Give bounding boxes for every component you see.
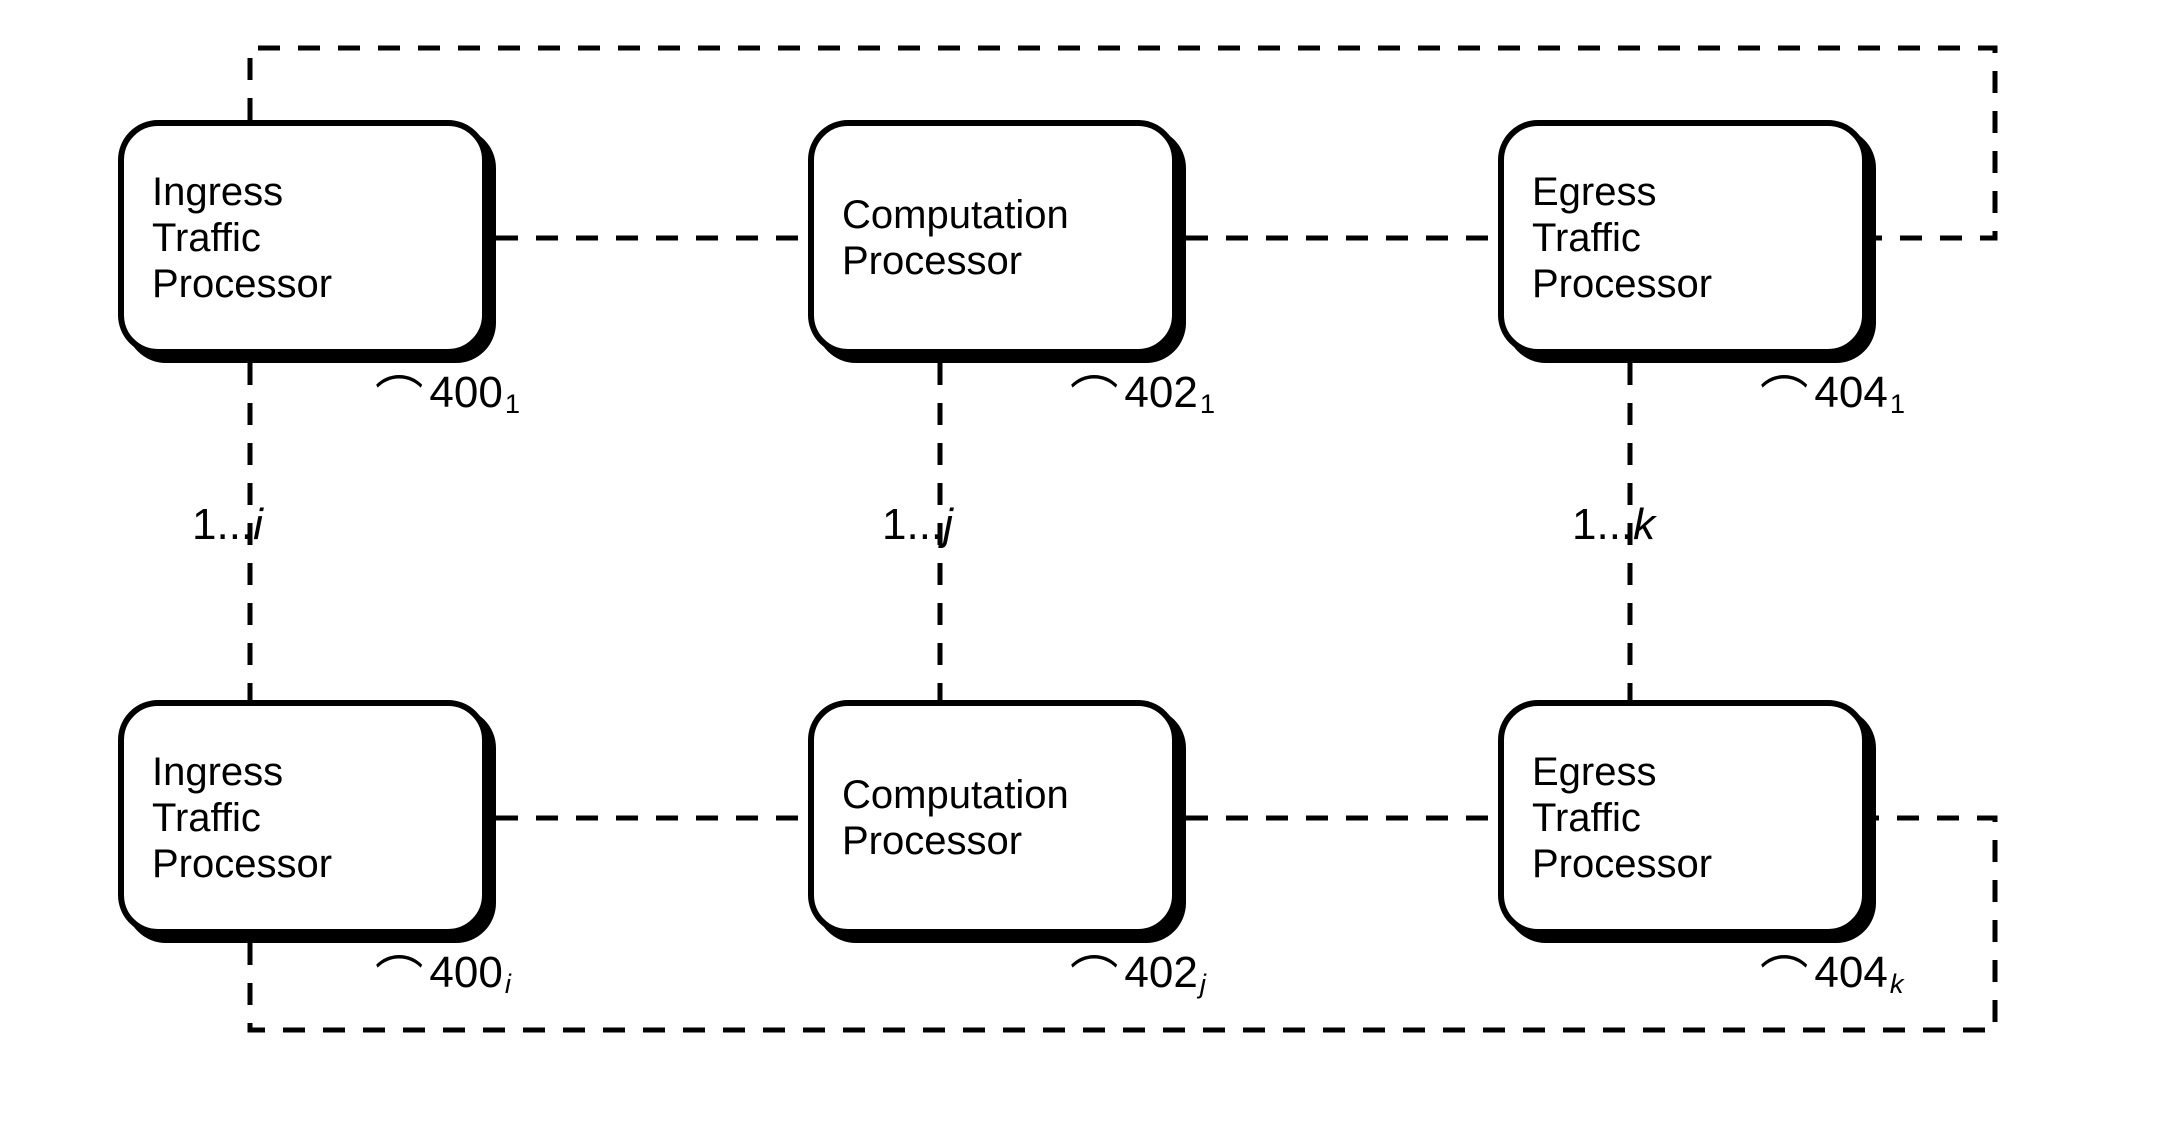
ref-base: 400 xyxy=(429,948,502,998)
range-prefix: 1... xyxy=(192,500,253,550)
range-var: i xyxy=(253,500,263,550)
node-line: Traffic xyxy=(152,795,454,841)
reference-label-402-1: ⌒ 4021 xyxy=(1070,368,1215,438)
range-var: j xyxy=(943,500,953,550)
ingress-processor-node-1: Ingress Traffic Processor xyxy=(118,120,488,355)
lead-line-icon: ⌒ xyxy=(375,360,423,430)
range-prefix: 1... xyxy=(1572,500,1633,550)
range-label-j: 1...j xyxy=(882,500,953,550)
ref-sub: j xyxy=(1200,968,1206,1000)
ref-base: 400 xyxy=(429,368,502,418)
ref-sub: 1 xyxy=(1200,388,1215,420)
range-label-k: 1...k xyxy=(1572,500,1655,550)
node-line: Processor xyxy=(842,818,1144,864)
node-line: Computation xyxy=(842,772,1144,818)
node-line: Ingress xyxy=(152,749,454,795)
reference-label-400-i: ⌒ 400i xyxy=(375,948,511,1018)
node-line: Processor xyxy=(1532,261,1834,307)
node-line: Ingress xyxy=(152,169,454,215)
ingress-processor-node-i: Ingress Traffic Processor xyxy=(118,700,488,935)
node-line: Traffic xyxy=(152,215,454,261)
ref-sub: 1 xyxy=(1890,388,1905,420)
computation-processor-node-j: Computation Processor xyxy=(808,700,1178,935)
lead-line-icon: ⌒ xyxy=(375,940,423,1010)
node-line: Egress xyxy=(1532,749,1834,795)
node-line: Egress xyxy=(1532,169,1834,215)
computation-processor-node-1: Computation Processor xyxy=(808,120,1178,355)
node-line: Processor xyxy=(1532,841,1834,887)
lead-line-icon: ⌒ xyxy=(1070,940,1118,1010)
diagram-canvas: Ingress Traffic Processor Computation Pr… xyxy=(0,0,2164,1133)
egress-processor-node-k: Egress Traffic Processor xyxy=(1498,700,1868,935)
egress-processor-node-1: Egress Traffic Processor xyxy=(1498,120,1868,355)
ref-base: 404 xyxy=(1814,948,1887,998)
reference-label-400-1: ⌒ 4001 xyxy=(375,368,520,438)
node-line: Processor xyxy=(152,841,454,887)
lead-line-icon: ⌒ xyxy=(1760,940,1808,1010)
range-var: k xyxy=(1633,500,1655,550)
node-line: Computation xyxy=(842,192,1144,238)
range-prefix: 1... xyxy=(882,500,943,550)
lead-line-icon: ⌒ xyxy=(1070,360,1118,430)
ref-sub: i xyxy=(505,968,511,1000)
ref-base: 402 xyxy=(1124,948,1197,998)
node-line: Traffic xyxy=(1532,795,1834,841)
range-label-i: 1...i xyxy=(192,500,263,550)
node-line: Processor xyxy=(152,261,454,307)
lead-line-icon: ⌒ xyxy=(1760,360,1808,430)
ref-base: 402 xyxy=(1124,368,1197,418)
node-line: Traffic xyxy=(1532,215,1834,261)
node-line: Processor xyxy=(842,238,1144,284)
reference-label-404-k: ⌒ 404k xyxy=(1760,948,1903,1018)
reference-label-404-1: ⌒ 4041 xyxy=(1760,368,1905,438)
ref-base: 404 xyxy=(1814,368,1887,418)
reference-label-402-j: ⌒ 402j xyxy=(1070,948,1206,1018)
ref-sub: 1 xyxy=(505,388,520,420)
ref-sub: k xyxy=(1890,968,1904,1000)
